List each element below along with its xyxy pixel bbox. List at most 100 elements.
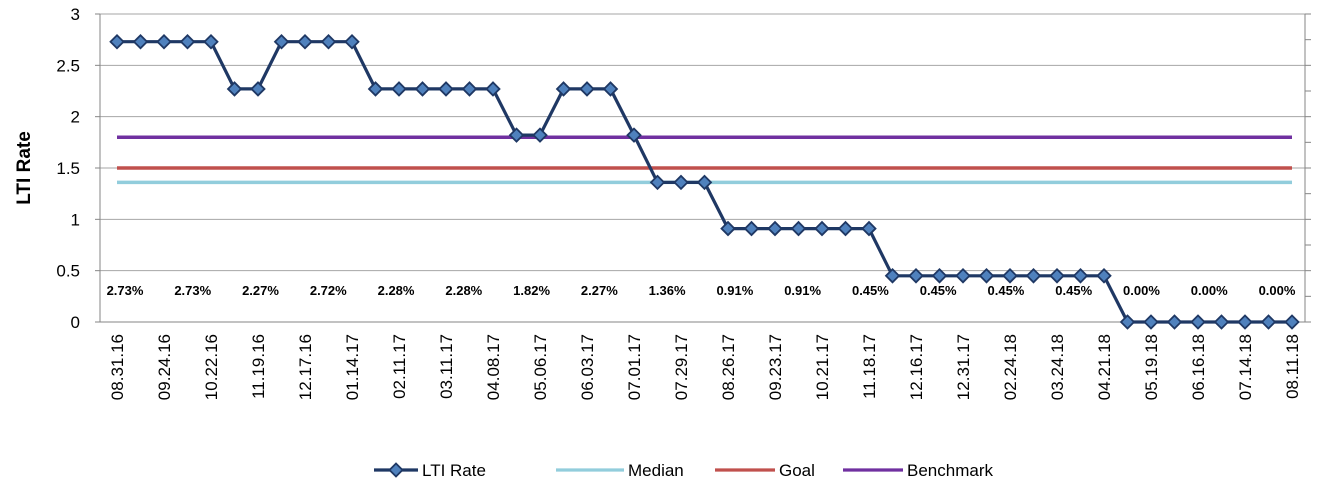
lti-rate-point — [414, 81, 431, 97]
lti-rate-point — [649, 174, 666, 191]
lti-rate-point — [156, 33, 172, 50]
data-label: 0.00% — [1123, 283, 1160, 298]
data-label: 0.91% — [716, 283, 753, 298]
x-tick-label: 03.24.18 — [1048, 334, 1067, 400]
x-tick-label: 08.26.17 — [719, 334, 738, 400]
lti-rate-point — [626, 127, 642, 143]
x-tick-label: 07.01.17 — [625, 334, 644, 400]
lti-rate-point — [1213, 314, 1230, 330]
x-tick-label: 03.11.17 — [437, 334, 456, 399]
lti-rate-point — [273, 33, 290, 50]
lti-rate-point — [814, 220, 830, 237]
x-tick-label: 12.31.17 — [954, 334, 973, 400]
x-tick-label: 08.31.16 — [108, 334, 127, 400]
lti-rate-point — [203, 33, 219, 50]
lti-rate-point — [579, 81, 595, 97]
legend-label: Benchmark — [907, 461, 993, 480]
lti-rate-point — [1049, 268, 1065, 284]
legend: LTI Rate Median Goal Benchmark — [374, 461, 993, 480]
data-labels: 2.73% 2.73% 2.27% 2.72% 2.28% 2.28% 1.82% 2.27%… — [107, 283, 1296, 298]
lti-rate-point — [1002, 268, 1018, 284]
data-label: 1.82% — [513, 283, 550, 298]
data-label: 0.45% — [920, 283, 957, 298]
data-label: 2.28% — [378, 283, 415, 298]
y-tick-labels: 0 0.5 1 1.5 2 2.5 3 — [56, 5, 80, 332]
data-label: 0.45% — [1055, 283, 1092, 298]
lti-rate-point — [861, 220, 877, 237]
lti-rate-point — [367, 81, 384, 97]
x-tick-label: 04.21.18 — [1095, 334, 1114, 400]
x-tick-label: 07.14.18 — [1236, 334, 1255, 400]
lti-rate-point — [226, 81, 243, 97]
x-tick-label: 06.03.17 — [578, 334, 597, 400]
lti-rate-point — [696, 174, 713, 191]
lti-rate-point — [1166, 314, 1183, 330]
x-tick-label: 11.19.16 — [249, 334, 268, 399]
lti-rate-point — [884, 268, 901, 284]
y-axis-label: LTI Rate — [14, 131, 35, 205]
y-tick-label: 0 — [71, 313, 80, 332]
lti-rate-point — [931, 268, 948, 284]
lti-rate-point — [1143, 314, 1159, 330]
lti-rate-point — [532, 127, 548, 143]
lti-rate-point — [485, 81, 501, 97]
lti-rate-point — [1072, 268, 1089, 284]
x-tick-label: 05.19.18 — [1142, 334, 1161, 400]
x-tick-label: 02.11.17 — [390, 334, 409, 399]
lti-rate-point — [837, 220, 854, 237]
lti-rate-point — [1237, 314, 1253, 330]
y-tick-label: 1 — [71, 210, 80, 229]
legend-label: LTI Rate — [422, 461, 486, 480]
data-label: 0.45% — [988, 283, 1025, 298]
x-tick-label: 12.17.16 — [296, 334, 315, 400]
data-label: 0.00% — [1191, 283, 1228, 298]
x-tick-label: 10.21.17 — [813, 334, 832, 400]
lti-rate-point — [461, 81, 478, 97]
data-label: 2.28% — [445, 283, 482, 298]
lti-rate-point — [908, 268, 924, 284]
lti-rate-point — [250, 81, 266, 97]
lti-rate-point — [297, 33, 313, 50]
x-tick-label: 08.11.18 — [1283, 334, 1302, 399]
legend-marker — [388, 462, 404, 478]
data-label: 0.91% — [784, 283, 821, 298]
y-tick-label: 1.5 — [56, 159, 80, 178]
data-label: 2.27% — [581, 283, 618, 298]
lti-series — [109, 33, 1300, 330]
lti-rate-point — [1119, 314, 1136, 330]
lti-rate-point — [1190, 314, 1206, 330]
x-tick-label: 01.14.17 — [343, 334, 362, 400]
lti-rate-point — [109, 33, 125, 50]
x-tick-label: 02.24.18 — [1001, 334, 1020, 400]
lti-rate-point — [132, 33, 149, 50]
lti-rate-point — [673, 174, 689, 191]
data-label: 2.72% — [310, 283, 347, 298]
lti-rate-point — [555, 81, 572, 97]
x-tick-label: 05.06.17 — [531, 334, 550, 400]
lti-rate-point — [320, 33, 337, 50]
lti-rate-point — [1260, 314, 1277, 330]
lti-rate-point — [743, 220, 760, 237]
lti-rate-point — [438, 81, 454, 97]
legend-label: Goal — [779, 461, 815, 480]
lti-rate-point — [1096, 268, 1112, 284]
data-label: 2.73% — [107, 283, 144, 298]
lti-rate-point — [767, 220, 783, 237]
data-label: 2.27% — [242, 283, 279, 298]
x-tick-labels: 08.31.16 09.24.16 10.22.16 11.19.16 12.17.16… — [108, 334, 1302, 400]
lti-rate-point — [1025, 268, 1042, 284]
x-tick-label: 09.23.17 — [766, 334, 785, 400]
lti-rate-point — [179, 33, 196, 50]
x-tick-label: 06.16.18 — [1189, 334, 1208, 400]
gridlines — [100, 13, 1305, 272]
x-tick-label: 07.29.17 — [672, 334, 691, 400]
lti-rate-point — [391, 81, 407, 97]
data-label: 0.45% — [852, 283, 889, 298]
lti-rate-point — [978, 268, 995, 284]
x-tick-label: 11.18.17 — [860, 334, 879, 399]
lti-rate-point — [1284, 314, 1300, 330]
legend-label: Median — [628, 461, 684, 480]
lti-rate-point — [344, 33, 360, 50]
x-tick-label: 12.16.17 — [907, 334, 926, 400]
